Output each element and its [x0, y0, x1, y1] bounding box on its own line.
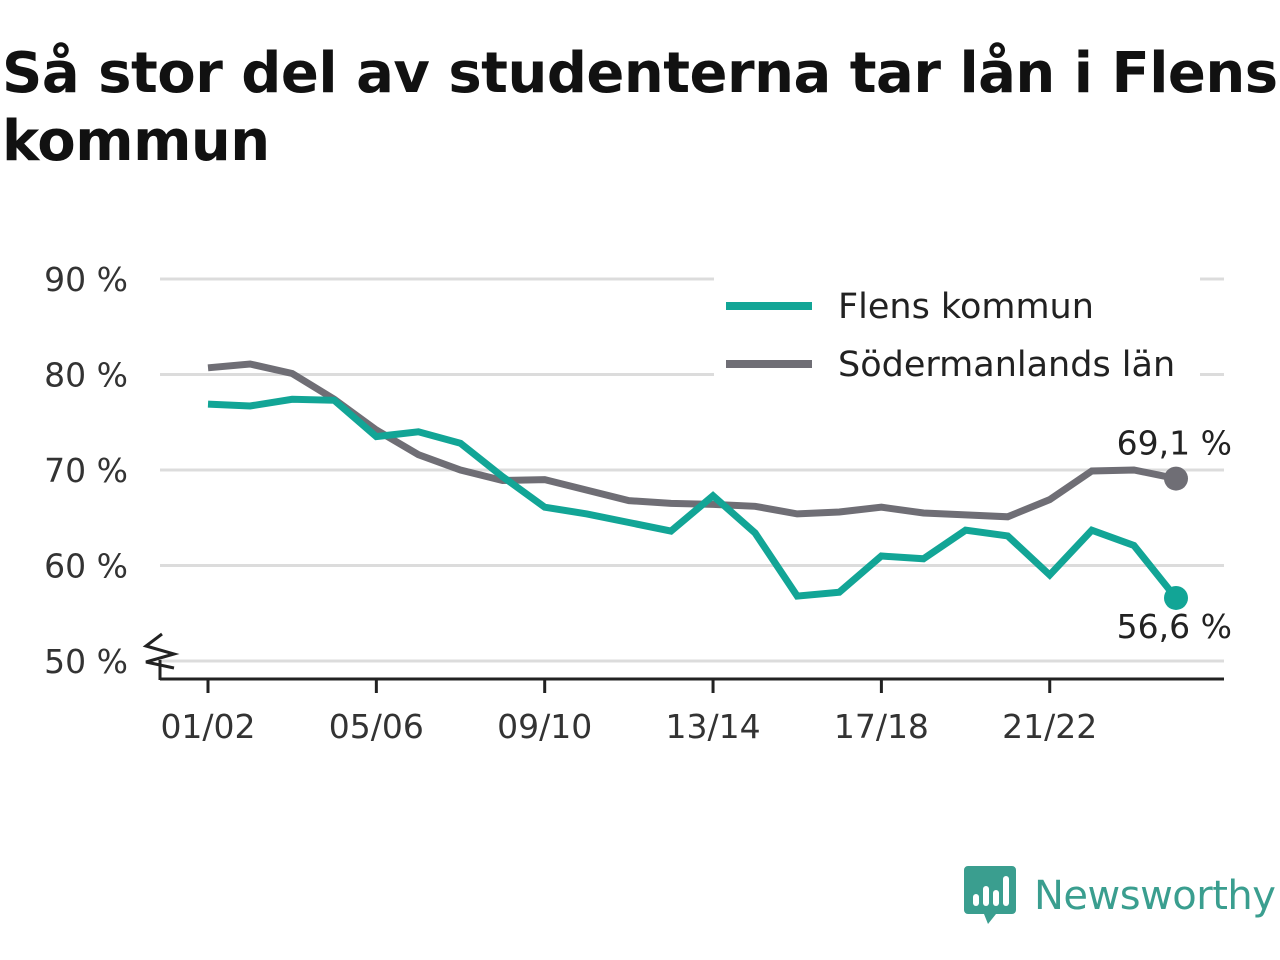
legend-label: Flens kommun: [838, 287, 1094, 327]
brand-logo: Newsworthy: [964, 866, 1276, 926]
legend-box: [714, 270, 1200, 398]
x-tick-label: 01/02: [160, 707, 255, 746]
x-tick-label: 13/14: [665, 707, 760, 746]
legend-label: Södermanlands län: [838, 345, 1175, 385]
axes: [142, 632, 1224, 681]
end-labels: 56,6 % 69,1 %: [1117, 424, 1232, 646]
x-tick-label: 05/06: [329, 707, 424, 746]
y-tick-label: 80 %: [44, 356, 128, 395]
series-end-label: 56,6 %: [1117, 607, 1232, 646]
series-lines: [207, 360, 1188, 610]
y-tick-label: 50 %: [44, 642, 128, 681]
y-tick-label: 90 %: [44, 260, 128, 299]
x-tick-label: 21/22: [1002, 707, 1097, 746]
x-tick-label: 17/18: [834, 707, 929, 746]
x-axis-ticks: 01/02 05/06 09/10 13/14 17/18 21/22: [160, 679, 1097, 746]
newsworthy-logo-icon: [964, 866, 1016, 924]
legend-background: [714, 270, 1200, 398]
series-line: [207, 395, 1179, 601]
y-tick-label: 70 %: [44, 451, 128, 490]
x-tick-label: 09/10: [497, 707, 592, 746]
series-end-label: 69,1 %: [1117, 424, 1232, 463]
y-tick-label: 60 %: [44, 547, 128, 586]
series-line: [207, 360, 1177, 521]
series-end-marker: [1164, 466, 1188, 491]
brand-name: Newsworthy: [1034, 873, 1276, 919]
y-axis-ticks: 50 % 60 % 70 % 80 % 90 %: [44, 260, 128, 681]
series-end-marker: [1164, 585, 1188, 610]
axis-break-icon: [142, 632, 180, 670]
legend: Flens kommun Södermanlands län: [726, 287, 1175, 385]
chart-title: Så stor del av studenterna tar lån i Fle…: [2, 41, 1278, 174]
